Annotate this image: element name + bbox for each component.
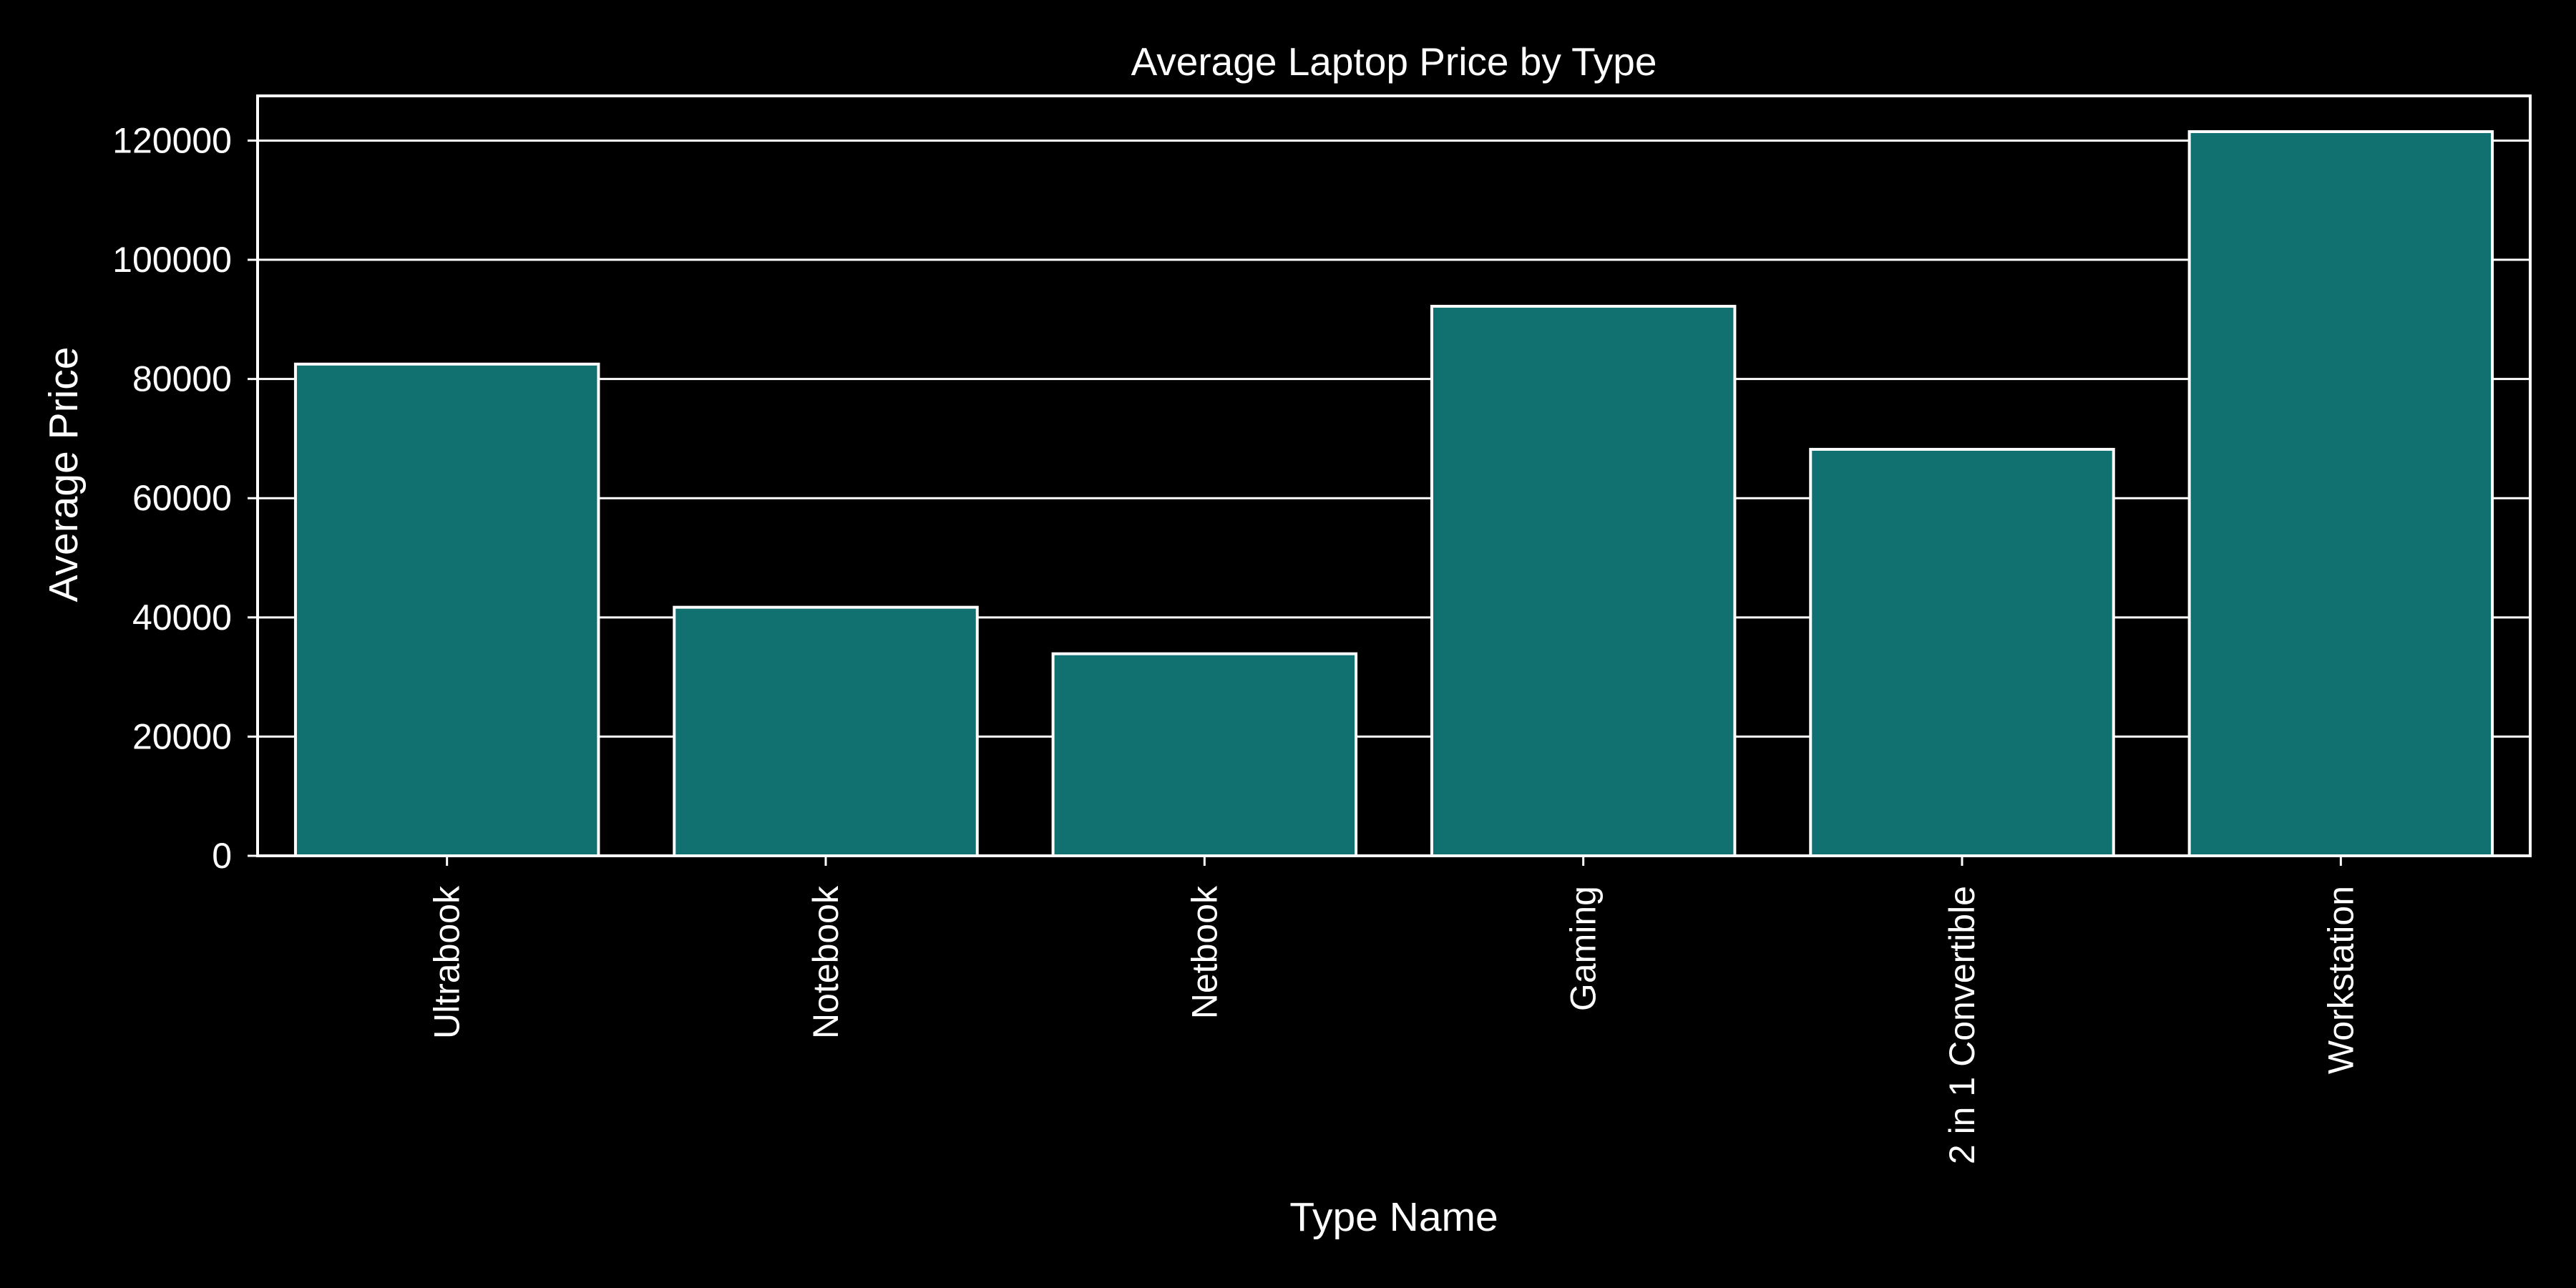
y-tick-label: 0	[212, 836, 232, 876]
x-tick-label: Notebook	[806, 885, 846, 1039]
bar-notebook	[673, 605, 979, 857]
y-tick-label: 80000	[132, 359, 232, 399]
y-tick-label: 100000	[112, 240, 232, 280]
x-tick-label: Workstation	[2321, 886, 2361, 1074]
y-axis-label: Average Price	[41, 347, 87, 602]
bar-netbook	[1051, 652, 1358, 857]
plot-frame	[256, 94, 2532, 857]
bar-gaming	[1430, 305, 1737, 857]
y-tick-label: 20000	[132, 716, 232, 756]
x-tick-label: 2 in 1 Convertible	[1942, 886, 1982, 1164]
y-axis-ticks: 0 20000 40000 60000 80000 100000 120000	[112, 120, 258, 876]
y-tick-label: 60000	[132, 478, 232, 518]
x-axis-ticks: Ultrabook Notebook Netbook Gaming 2 in 1 Con…	[427, 856, 2361, 1164]
bar-workstation	[2187, 130, 2494, 858]
bars	[293, 130, 2494, 858]
bar-ultrabook	[293, 362, 600, 857]
y-tick-label: 40000	[132, 597, 232, 638]
x-tick-label: Gaming	[1563, 886, 1604, 1011]
y-tick-label: 120000	[112, 120, 232, 160]
x-tick-label: Ultrabook	[427, 885, 467, 1039]
chart-title: Average Laptop Price by Type	[1131, 39, 1657, 84]
x-tick-label: Netbook	[1184, 885, 1224, 1019]
gridlines	[258, 139, 2530, 738]
bar-2-in-1-convertible	[1809, 447, 2115, 857]
x-axis-label: Type Name	[1289, 1194, 1498, 1240]
